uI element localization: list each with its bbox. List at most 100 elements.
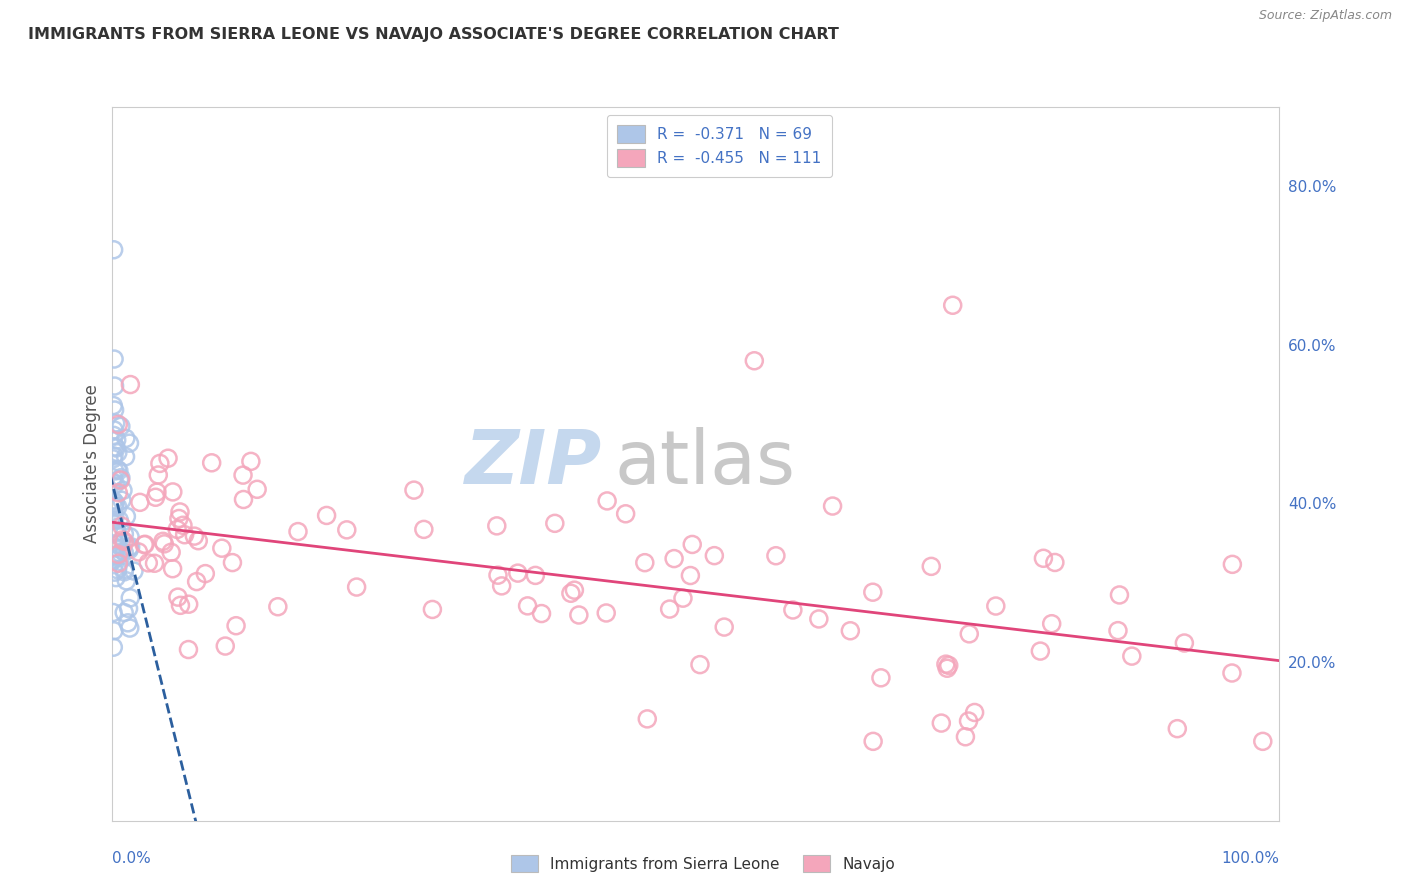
Point — [103, 640, 125, 655]
Point — [103, 553, 125, 567]
Text: ZIP: ZIP — [465, 427, 603, 500]
Point — [157, 451, 180, 466]
Point — [1032, 551, 1054, 566]
Point — [105, 462, 128, 476]
Point — [148, 468, 170, 483]
Point — [103, 500, 125, 515]
Point — [765, 549, 787, 563]
Point — [839, 624, 862, 638]
Point — [118, 436, 141, 450]
Point — [173, 527, 195, 541]
Point — [107, 500, 129, 514]
Point — [107, 446, 129, 460]
Point — [821, 499, 844, 513]
Point — [560, 586, 582, 600]
Point — [152, 534, 174, 549]
Point — [1040, 616, 1063, 631]
Point — [110, 419, 132, 434]
Point — [104, 440, 127, 454]
Point — [111, 533, 134, 547]
Point — [506, 566, 529, 581]
Point — [957, 627, 980, 641]
Point — [984, 599, 1007, 613]
Point — [564, 583, 586, 598]
Point — [225, 618, 247, 632]
Point — [402, 483, 425, 497]
Point — [105, 441, 128, 455]
Point — [232, 468, 254, 483]
Point — [221, 556, 243, 570]
Point — [1251, 734, 1274, 748]
Point — [112, 565, 135, 579]
Point — [194, 566, 217, 581]
Point — [267, 599, 290, 614]
Point — [246, 483, 269, 497]
Point — [634, 556, 657, 570]
Point — [955, 730, 977, 744]
Point — [104, 551, 127, 566]
Point — [134, 538, 156, 552]
Point — [103, 513, 125, 527]
Point — [107, 417, 129, 432]
Point — [862, 734, 884, 748]
Point — [104, 403, 127, 417]
Legend: Immigrants from Sierra Leone, Navajo: Immigrants from Sierra Leone, Navajo — [503, 847, 903, 880]
Point — [807, 612, 830, 626]
Point — [186, 574, 208, 589]
Point — [103, 352, 125, 367]
Point — [115, 509, 138, 524]
Point — [104, 416, 127, 430]
Point — [336, 523, 359, 537]
Point — [110, 473, 132, 487]
Point — [104, 525, 127, 540]
Point — [491, 579, 513, 593]
Point — [524, 568, 547, 582]
Point — [963, 706, 986, 720]
Point — [1029, 644, 1052, 658]
Point — [530, 607, 553, 621]
Point — [232, 492, 254, 507]
Point — [742, 353, 765, 368]
Point — [1108, 588, 1130, 602]
Point — [103, 558, 125, 572]
Point — [187, 533, 209, 548]
Point — [1220, 665, 1243, 680]
Point — [595, 606, 617, 620]
Point — [115, 574, 138, 588]
Text: IMMIGRANTS FROM SIERRA LEONE VS NAVAJO ASSOCIATE'S DEGREE CORRELATION CHART: IMMIGRANTS FROM SIERRA LEONE VS NAVAJO A… — [28, 27, 839, 42]
Point — [101, 606, 124, 620]
Point — [169, 505, 191, 519]
Point — [942, 298, 965, 312]
Point — [112, 527, 135, 541]
Point — [143, 556, 166, 570]
Point — [862, 585, 884, 599]
Point — [103, 428, 125, 442]
Point — [160, 545, 183, 559]
Point — [111, 483, 134, 498]
Point — [614, 507, 637, 521]
Point — [134, 537, 156, 551]
Point — [105, 541, 128, 555]
Point — [1107, 624, 1129, 638]
Point — [658, 602, 681, 616]
Point — [183, 529, 205, 543]
Point — [118, 621, 141, 635]
Point — [112, 534, 135, 549]
Point — [128, 545, 150, 559]
Point — [104, 499, 127, 513]
Point — [107, 528, 129, 542]
Point — [713, 620, 735, 634]
Point — [568, 607, 591, 622]
Point — [112, 545, 135, 559]
Point — [136, 556, 159, 570]
Point — [104, 477, 127, 491]
Point — [172, 518, 194, 533]
Point — [103, 379, 125, 393]
Point — [870, 671, 893, 685]
Point — [167, 590, 190, 604]
Point — [103, 243, 125, 257]
Point — [149, 457, 172, 471]
Point — [104, 549, 127, 564]
Point — [110, 546, 132, 560]
Point — [201, 456, 224, 470]
